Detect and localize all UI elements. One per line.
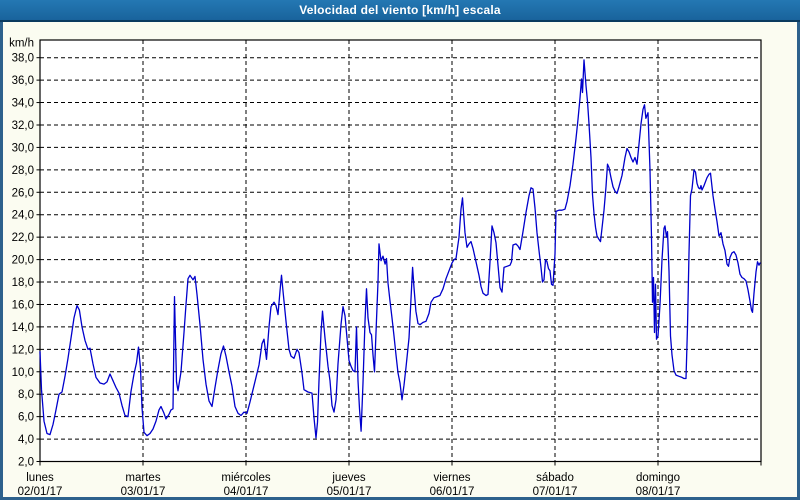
x-day-label: domingo: [636, 472, 680, 484]
y-tick-label: 30,0: [12, 142, 34, 154]
y-tick-label: 38,0: [12, 53, 34, 65]
y-tick-label: 28,0: [12, 165, 34, 177]
y-tick-label: 32,0: [12, 120, 34, 132]
y-tick-label: 22,0: [12, 232, 34, 244]
wind-speed-line: [39, 59, 761, 439]
x-date-label: 08/01/17: [636, 486, 681, 498]
y-tick-label: 18,0: [12, 277, 34, 289]
plot-border: [39, 39, 762, 463]
y-tick-label: 26,0: [12, 187, 34, 199]
y-tick-label: 34,0: [12, 98, 34, 110]
x-day-label: sábado: [536, 472, 574, 484]
y-tick-label: 20,0: [12, 255, 34, 267]
x-day-label: miércoles: [221, 472, 270, 484]
y-tick-label: 10,0: [12, 367, 34, 379]
x-date-label: 03/01/17: [121, 486, 166, 498]
x-day-label: martes: [125, 472, 160, 484]
titlebar: Velocidad del viento [km/h] escala: [0, 0, 800, 22]
wind-speed-chart: 38,0 36,0 34,0 32,0 30,0 28,0 26,0 24,0 22,0 20,0…: [9, 38, 762, 498]
window-title: Velocidad del viento [km/h] escala: [299, 3, 501, 17]
y-tick-label: 8,0: [18, 389, 34, 401]
y-tick-label: 2,0: [18, 457, 34, 469]
y-tick-label: 16,0: [12, 299, 34, 311]
x-date-label: 06/01/17: [430, 486, 475, 498]
x-date-label: 05/01/17: [327, 486, 372, 498]
y-tick-label: 12,0: [12, 344, 34, 356]
y-tick-label: 24,0: [12, 210, 34, 222]
x-date-label: 02/01/17: [18, 486, 63, 498]
x-day-label: lunes: [26, 472, 54, 484]
y-axis-unit-label: km/h: [9, 38, 34, 50]
chart-panel: 38,0 36,0 34,0 32,0 30,0 28,0 26,0 24,0 22,0 20,0…: [0, 22, 800, 500]
y-tick-label: 4,0: [18, 434, 34, 446]
plot-background: [40, 40, 761, 462]
x-day-label: viernes: [433, 472, 470, 484]
y-tick-label: 36,0: [12, 75, 34, 87]
y-tick-label: 14,0: [12, 322, 34, 334]
y-tick-label: 6,0: [18, 412, 34, 424]
x-day-label: jueves: [331, 472, 365, 484]
x-date-label: 07/01/17: [533, 486, 578, 498]
x-date-label: 04/01/17: [224, 486, 269, 498]
